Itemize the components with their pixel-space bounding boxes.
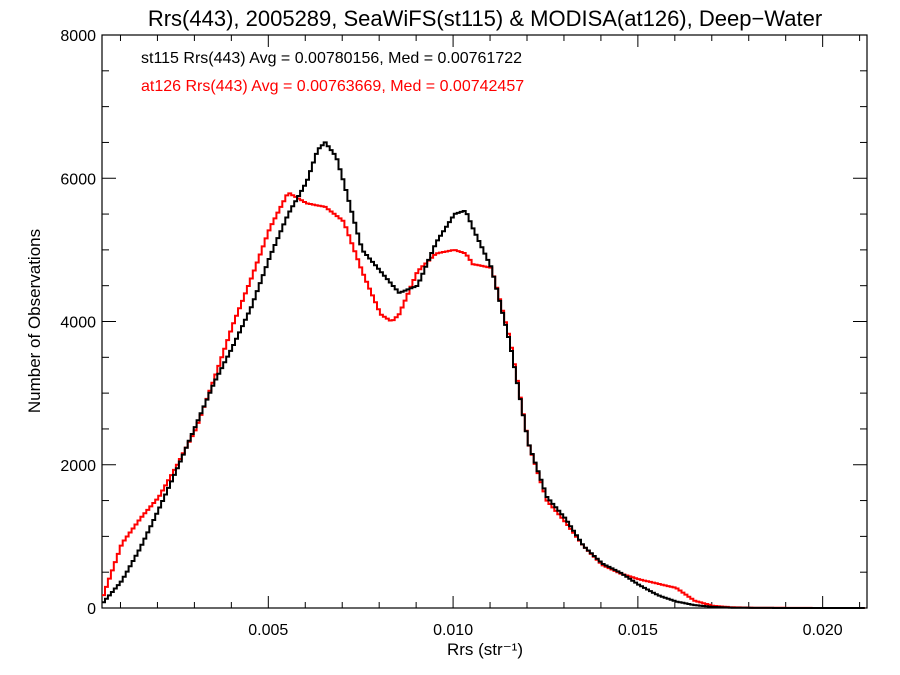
series-line-1: [102, 192, 865, 609]
y-axis: 0 2000 4000 6000 8000: [60, 28, 867, 618]
y-tick-label: 4000: [60, 315, 96, 332]
y-tick-label: 0: [87, 601, 96, 618]
y-tick-label: 2000: [60, 458, 96, 475]
x-tick-label: 0.010: [433, 622, 473, 639]
y-axis-label: Number of Observations: [25, 229, 44, 413]
x-tick-label: 0.020: [803, 622, 843, 639]
series-layer: [102, 141, 865, 609]
x-axis: 0.005 0.010 0.015 0.020: [119, 35, 861, 639]
annotation-st115: st115 Rrs(443) Avg = 0.00780156, Med = 0…: [141, 50, 522, 67]
x-tick-label: 0.015: [618, 622, 658, 639]
annotation-at126: at126 Rrs(443) Avg = 0.00763669, Med = 0…: [141, 78, 524, 95]
x-axis-label: Rrs (str⁻¹): [447, 640, 523, 659]
chart-title: Rrs(443), 2005289, SeaWiFS(st115) & MODI…: [148, 6, 822, 31]
x-tick-label: 0.005: [248, 622, 288, 639]
y-tick-label: 6000: [60, 171, 96, 188]
series-line-0: [102, 141, 865, 609]
y-tick-label: 8000: [60, 28, 96, 45]
plot-frame: [101, 34, 868, 609]
